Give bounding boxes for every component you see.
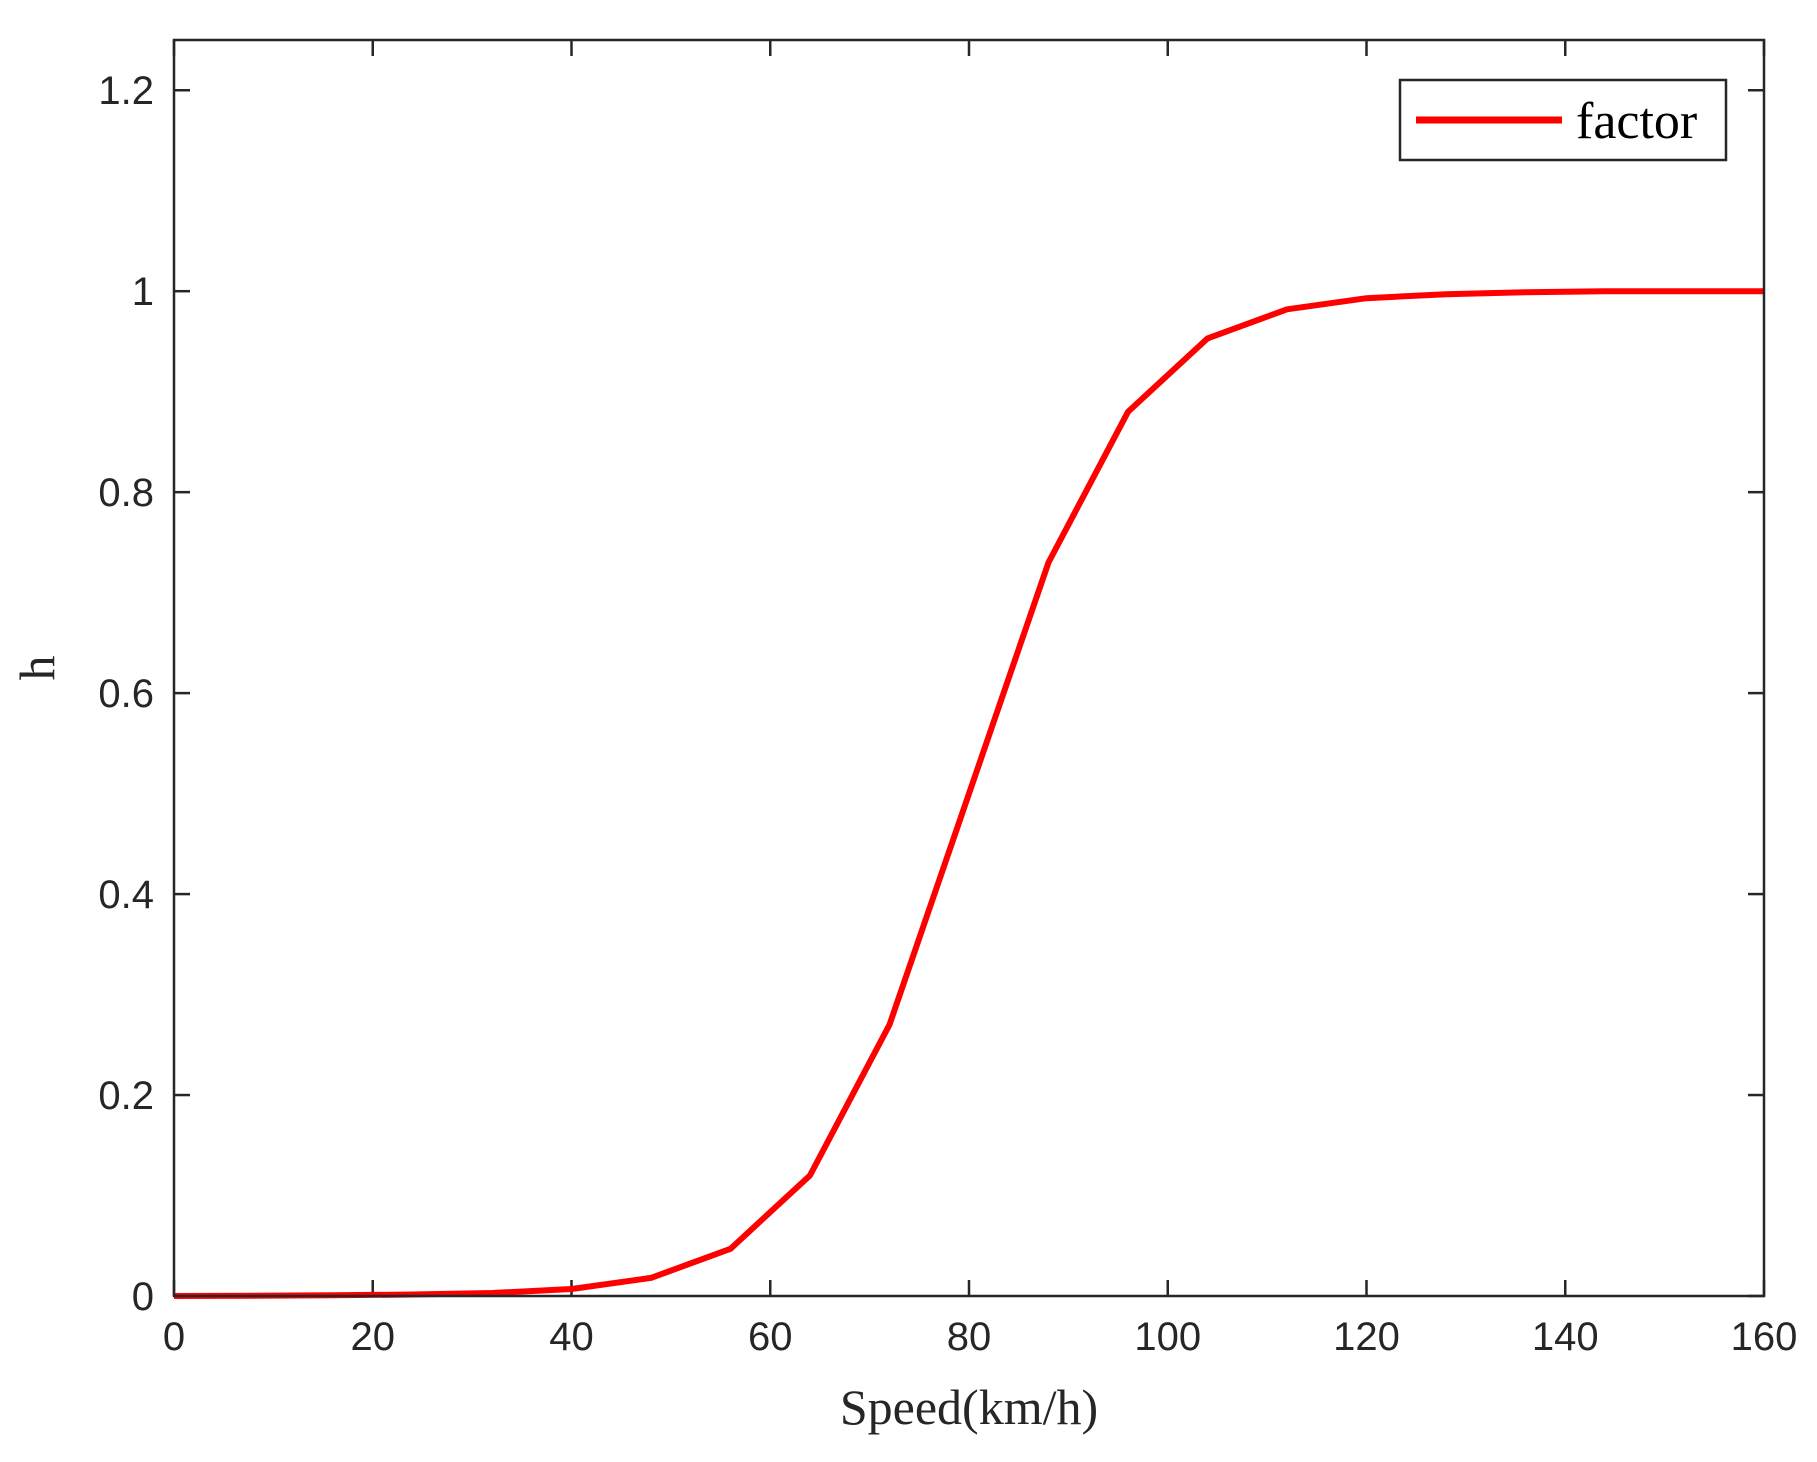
axes-box bbox=[172, 38, 1766, 1298]
y-tick-label: 0.2 bbox=[98, 1074, 154, 1118]
y-tick-label: 1 bbox=[132, 270, 154, 314]
x-axis-label: Speed(km/h) bbox=[840, 1379, 1098, 1435]
x-tick-label: 0 bbox=[163, 1315, 185, 1359]
x-tick-label: 20 bbox=[351, 1315, 396, 1359]
x-tick-label: 100 bbox=[1134, 1315, 1201, 1359]
x-tick-label: 160 bbox=[1731, 1315, 1798, 1359]
y-tick-label: 0 bbox=[132, 1275, 154, 1319]
series-line-factor bbox=[173, 288, 1764, 1299]
y-tick-label: 0.6 bbox=[98, 672, 154, 716]
y-tick-label: 1.2 bbox=[98, 69, 154, 113]
y-axis-label: h bbox=[9, 656, 65, 681]
y-tick-label: 0.4 bbox=[98, 873, 154, 917]
x-tick-label: 60 bbox=[748, 1315, 793, 1359]
tick-labels: 0 20 40 60 80 100 120 140 160 0 0.2 0.4 0.6 0.8 1 1.2 bbox=[98, 69, 1797, 1359]
legend-label-factor: factor bbox=[1576, 93, 1697, 150]
series-layer bbox=[173, 288, 1764, 1299]
x-tick-label: 80 bbox=[947, 1315, 992, 1359]
y-tick-label: 0.8 bbox=[98, 471, 154, 515]
x-tick-label: 140 bbox=[1532, 1315, 1599, 1359]
x-tick-label: 120 bbox=[1333, 1315, 1400, 1359]
legend: factor bbox=[1398, 78, 1728, 162]
x-tick-label: 40 bbox=[549, 1315, 594, 1359]
